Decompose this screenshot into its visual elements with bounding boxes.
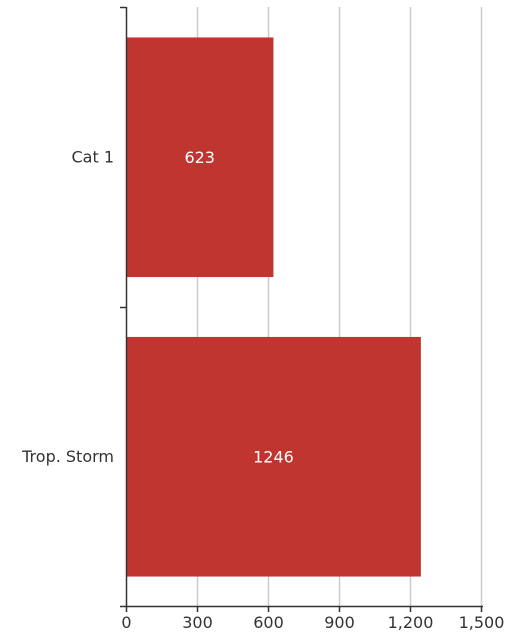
bar-value-label-1: 1246 [253,447,294,466]
x-tick-label-2: 600 [253,613,284,632]
x-tick-label-3: 900 [324,613,355,632]
bar-0 [126,37,274,278]
axes [120,6,483,612]
x-tick-label-5: 1,500 [459,613,505,632]
bar-value-label-0: 623 [184,148,215,167]
x-tick-label-1: 300 [182,613,213,632]
x-tick-label-0: 0 [121,613,131,632]
labels: 623 Cat 1 1246 Trop. Storm 0 300 600 900 1,200 1,… [21,147,504,632]
category-label-0: Cat 1 [71,147,114,166]
category-label-1: Trop. Storm [21,447,114,466]
bar-1 [126,336,421,577]
bars [126,37,421,577]
x-tick-label-4: 1,200 [388,613,434,632]
